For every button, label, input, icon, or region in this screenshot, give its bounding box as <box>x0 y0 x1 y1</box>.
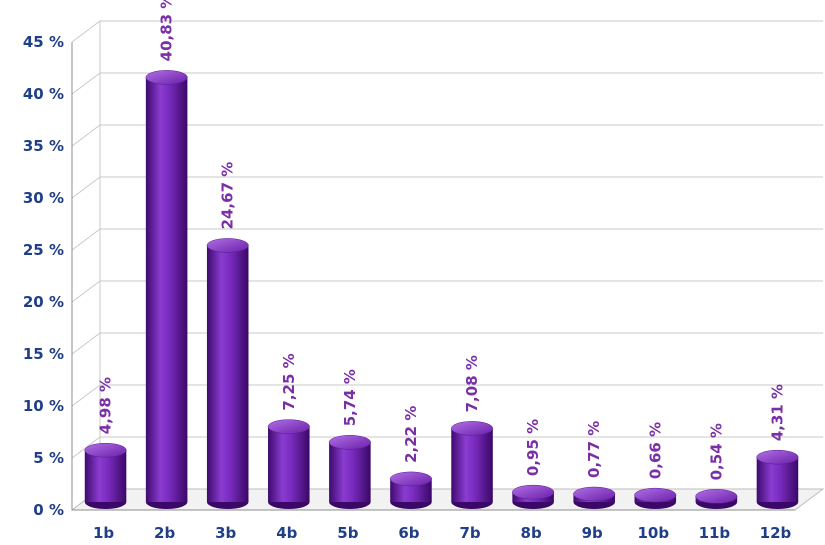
data-label: 7,25 % <box>280 353 298 410</box>
bar <box>756 449 799 509</box>
bars <box>84 70 799 509</box>
bar <box>695 489 738 509</box>
y-tick-label: 10 % <box>23 397 64 415</box>
x-tick-label: 5b <box>337 524 358 542</box>
x-tick-label: 9b <box>582 524 603 542</box>
y-tick-label: 35 % <box>23 137 64 155</box>
x-tick-label: 6b <box>398 524 419 542</box>
y-tick-label: 30 % <box>23 189 64 207</box>
data-label: 4,31 % <box>768 384 786 441</box>
bar <box>389 471 432 509</box>
x-tick-label: 11b <box>699 524 731 542</box>
data-label: 0,54 % <box>707 423 725 480</box>
data-labels: 4,98 % 40,83 % 24,67 % 7,25 % 5,74 % 2,22 % 7,… <box>97 0 787 480</box>
data-label: 24,67 % <box>219 162 237 230</box>
gridline <box>71 20 823 43</box>
bar <box>328 435 371 509</box>
data-label: 7,08 % <box>463 355 481 412</box>
x-tick-label: 7b <box>459 524 480 542</box>
bar <box>206 238 249 509</box>
bar <box>634 487 677 509</box>
tick-labels: 0 % 5 % 10 % 15 % 20 % 25 % 30 % 35 % 40 % 45 % 1b… <box>23 33 792 542</box>
y-tick-label: 25 % <box>23 241 64 259</box>
data-label: 0,77 % <box>585 421 603 478</box>
x-tick-label: 4b <box>276 524 297 542</box>
y-tick-label: 5 % <box>33 449 64 467</box>
data-label: 5,74 % <box>341 369 359 426</box>
data-label: 4,98 % <box>97 377 115 434</box>
grid <box>71 20 823 511</box>
x-tick-label: 3b <box>215 524 236 542</box>
data-label: 0,95 % <box>524 419 542 476</box>
x-tick-label: 10b <box>637 524 669 542</box>
data-label: 2,22 % <box>402 406 420 463</box>
data-label: 40,83 % <box>158 0 176 61</box>
bar <box>573 486 616 509</box>
x-tick-label: 12b <box>760 524 792 542</box>
bar <box>512 484 555 509</box>
x-tick-label: 2b <box>154 524 175 542</box>
bar <box>451 421 494 509</box>
bar <box>267 419 310 509</box>
x-tick-label: 1b <box>93 524 114 542</box>
x-tick-label: 8b <box>521 524 542 542</box>
y-tick-label: 15 % <box>23 345 64 363</box>
data-label: 0,66 % <box>646 422 664 479</box>
y-tick-label: 45 % <box>23 33 64 51</box>
bar <box>84 442 127 509</box>
y-tick-label: 40 % <box>23 85 64 103</box>
bar <box>145 70 188 509</box>
y-tick-label: 0 % <box>33 501 64 519</box>
y-tick-label: 20 % <box>23 293 64 311</box>
